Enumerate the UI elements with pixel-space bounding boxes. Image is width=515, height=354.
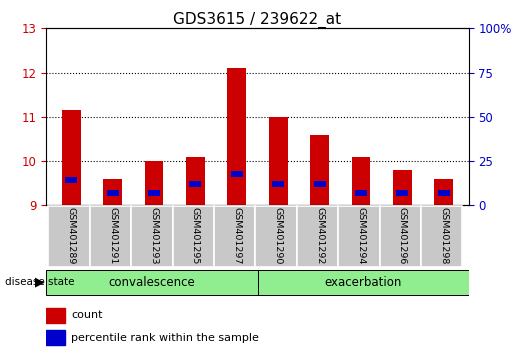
Bar <box>190 181 201 187</box>
Text: convalescence: convalescence <box>109 276 195 289</box>
Bar <box>145 161 163 205</box>
Bar <box>438 190 450 195</box>
Bar <box>46 270 258 295</box>
Bar <box>231 171 243 177</box>
Bar <box>107 190 118 195</box>
Text: GSM401298: GSM401298 <box>439 207 449 264</box>
Bar <box>173 206 214 267</box>
Text: GSM401295: GSM401295 <box>191 207 200 264</box>
Bar <box>338 206 380 267</box>
Text: GSM401290: GSM401290 <box>273 207 283 264</box>
Text: GSM401297: GSM401297 <box>232 207 242 264</box>
Bar <box>90 206 131 267</box>
Bar <box>393 170 411 205</box>
Bar <box>397 190 408 195</box>
Bar <box>214 206 255 267</box>
Bar <box>435 179 453 205</box>
Bar <box>258 270 469 295</box>
Bar <box>310 135 329 205</box>
Text: percentile rank within the sample: percentile rank within the sample <box>71 332 259 343</box>
Bar <box>148 190 160 195</box>
Bar <box>46 330 65 345</box>
Text: count: count <box>71 310 103 320</box>
Text: exacerbation: exacerbation <box>324 276 402 289</box>
Bar <box>314 181 325 187</box>
Text: GSM401292: GSM401292 <box>315 207 324 264</box>
Bar <box>272 181 284 187</box>
Title: GDS3615 / 239622_at: GDS3615 / 239622_at <box>174 12 341 28</box>
Bar <box>48 206 90 267</box>
Bar <box>380 206 421 267</box>
Text: GSM401294: GSM401294 <box>356 207 366 264</box>
Bar <box>186 157 204 205</box>
Bar <box>65 177 77 183</box>
Bar <box>269 117 287 205</box>
Text: disease state: disease state <box>5 277 75 287</box>
Bar <box>255 206 297 267</box>
Text: GSM401293: GSM401293 <box>149 207 159 265</box>
Text: ▶: ▶ <box>35 276 45 289</box>
Bar <box>131 206 173 267</box>
Text: GSM401289: GSM401289 <box>66 207 76 264</box>
Bar <box>228 68 246 205</box>
Bar <box>62 110 80 205</box>
Bar <box>355 190 367 195</box>
Bar <box>421 206 462 267</box>
Bar <box>297 206 338 267</box>
Text: GSM401291: GSM401291 <box>108 207 117 264</box>
Bar <box>352 157 370 205</box>
Text: GSM401296: GSM401296 <box>398 207 407 264</box>
Bar <box>46 308 65 323</box>
Bar <box>104 179 122 205</box>
